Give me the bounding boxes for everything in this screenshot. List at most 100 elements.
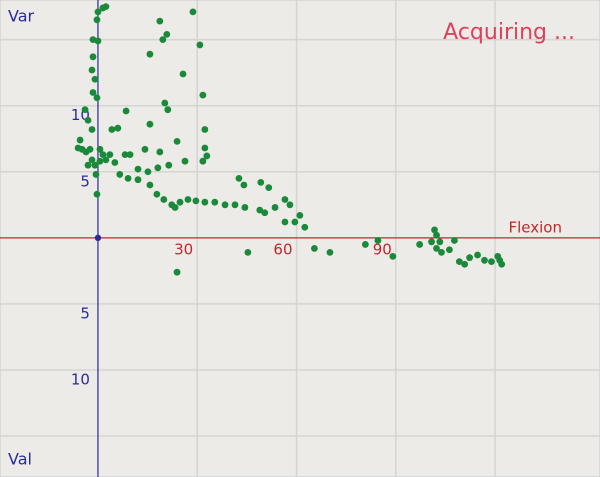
point xyxy=(173,268,181,276)
y-tick-label: 5 xyxy=(80,304,90,322)
point xyxy=(474,251,481,259)
point xyxy=(160,196,168,203)
x-tick-label: 30 xyxy=(174,240,193,258)
point xyxy=(121,151,129,158)
point xyxy=(296,211,304,219)
point xyxy=(88,66,96,74)
point xyxy=(81,106,89,114)
point xyxy=(498,260,506,268)
y-axis-label-bottom: Val xyxy=(8,450,32,469)
point xyxy=(181,157,189,165)
point xyxy=(291,218,299,226)
point xyxy=(93,94,101,102)
point xyxy=(361,241,369,248)
point xyxy=(231,201,239,209)
point xyxy=(201,126,209,133)
point xyxy=(146,181,154,189)
point xyxy=(99,151,107,158)
point xyxy=(466,254,474,262)
point xyxy=(89,53,97,61)
point xyxy=(134,176,142,184)
point xyxy=(124,174,132,182)
point xyxy=(438,248,445,256)
point xyxy=(416,241,424,248)
point xyxy=(240,181,248,189)
point xyxy=(281,196,289,203)
point xyxy=(111,159,119,166)
point xyxy=(159,36,167,44)
point xyxy=(165,161,173,169)
point xyxy=(89,89,97,96)
point xyxy=(156,148,164,156)
point xyxy=(436,238,444,246)
point xyxy=(116,171,124,178)
point xyxy=(211,198,219,206)
point xyxy=(326,248,334,256)
point xyxy=(310,245,318,252)
point xyxy=(455,258,463,266)
point xyxy=(91,161,99,169)
point xyxy=(86,145,94,153)
point xyxy=(235,174,243,182)
point xyxy=(461,260,469,268)
point xyxy=(196,41,204,49)
point xyxy=(199,157,207,165)
point xyxy=(494,252,502,260)
point xyxy=(203,152,211,160)
origin-dot xyxy=(94,234,102,242)
point xyxy=(84,116,92,124)
point xyxy=(156,17,164,25)
point xyxy=(94,37,102,45)
point xyxy=(433,245,440,252)
y-axis-label-top: Var xyxy=(8,7,35,26)
point xyxy=(96,145,104,153)
point xyxy=(84,161,92,169)
point xyxy=(176,198,184,206)
point xyxy=(92,171,100,178)
point xyxy=(179,70,187,78)
point xyxy=(126,151,134,158)
x-axis-label: Flexion xyxy=(509,218,563,236)
y-tick-label: 5 xyxy=(80,172,90,190)
point xyxy=(433,231,440,239)
point xyxy=(389,252,397,260)
y-tick-label: 10 xyxy=(71,370,90,388)
point xyxy=(144,168,152,176)
point xyxy=(91,75,99,83)
point xyxy=(257,178,265,186)
x-tick-label: 60 xyxy=(273,240,292,258)
point xyxy=(94,8,102,16)
point xyxy=(281,218,289,226)
point xyxy=(76,136,84,144)
point xyxy=(271,204,279,211)
point xyxy=(173,137,181,145)
point xyxy=(171,204,179,211)
point xyxy=(192,197,200,205)
point xyxy=(221,201,229,209)
point xyxy=(102,156,110,164)
point xyxy=(146,120,154,128)
point xyxy=(88,126,96,133)
point xyxy=(450,237,458,244)
point xyxy=(431,226,438,234)
point xyxy=(184,196,192,203)
point xyxy=(301,223,309,231)
point xyxy=(93,16,101,24)
point xyxy=(161,99,169,107)
x-tick-label: 90 xyxy=(373,240,392,258)
point xyxy=(261,209,269,217)
point xyxy=(108,126,116,133)
point xyxy=(201,144,209,152)
point xyxy=(134,165,142,173)
point xyxy=(189,8,197,16)
point xyxy=(201,198,209,206)
point xyxy=(374,237,382,244)
point xyxy=(199,91,207,99)
point xyxy=(488,258,495,266)
point xyxy=(241,204,249,211)
point xyxy=(93,190,101,198)
point xyxy=(163,30,171,38)
point xyxy=(96,157,104,165)
